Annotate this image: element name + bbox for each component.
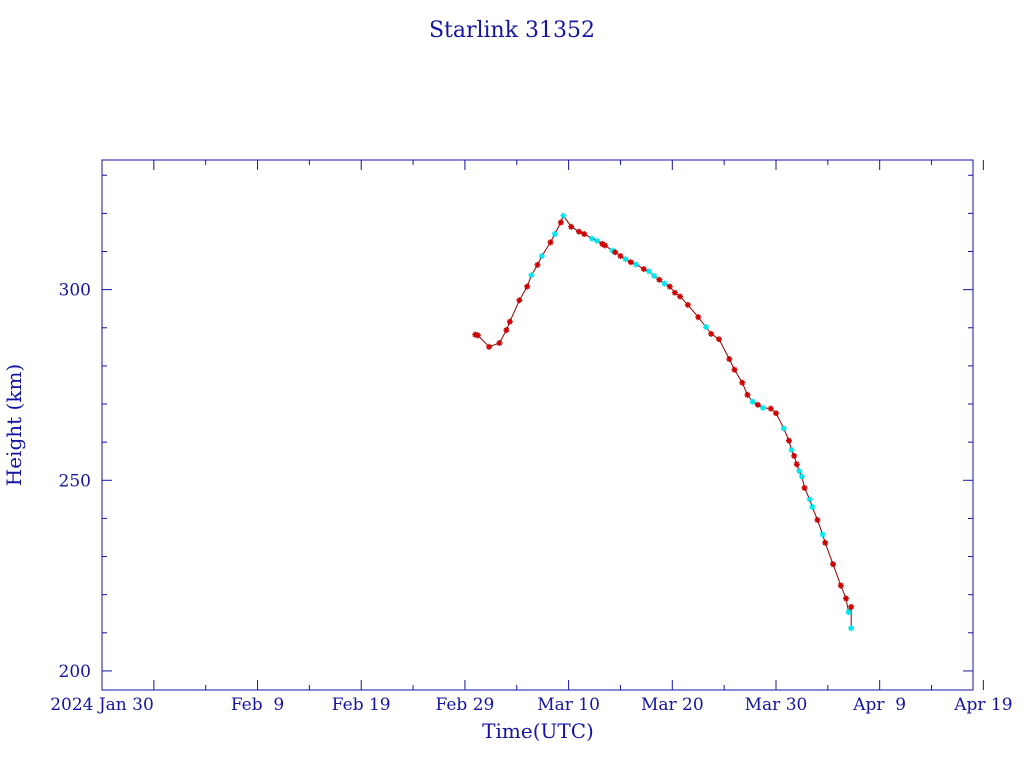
data-point xyxy=(684,301,691,308)
data-point xyxy=(557,219,564,226)
data-point xyxy=(503,327,510,334)
data-point xyxy=(754,401,761,408)
y-tick-label: 300 xyxy=(59,281,91,301)
x-tick-label: Feb 19 xyxy=(332,695,391,715)
series-layer xyxy=(472,212,855,632)
data-point xyxy=(656,276,663,283)
data-point xyxy=(486,343,493,350)
data-point xyxy=(744,391,751,398)
data-point xyxy=(581,230,588,237)
data-point xyxy=(801,484,808,491)
data-point xyxy=(588,235,595,242)
data-point xyxy=(575,228,582,235)
data-point xyxy=(715,336,722,343)
data-point xyxy=(516,297,523,304)
data-point xyxy=(842,595,849,602)
data-point xyxy=(560,212,567,219)
data-point xyxy=(496,340,503,347)
chart-title: Starlink 31352 xyxy=(429,18,595,43)
data-point xyxy=(822,539,829,546)
data-point xyxy=(695,314,702,321)
data-point xyxy=(534,261,541,268)
data-point xyxy=(551,230,558,237)
x-tick-label: Mar 20 xyxy=(641,695,704,715)
data-point xyxy=(845,609,852,616)
data-point xyxy=(524,283,531,290)
data-point xyxy=(837,582,844,589)
data-point xyxy=(661,280,668,287)
data-point xyxy=(633,261,640,268)
data-point xyxy=(538,253,545,260)
y-tick-label: 200 xyxy=(59,662,91,682)
y-axis-label: Height (km) xyxy=(2,364,26,486)
data-point xyxy=(749,398,756,405)
data-point xyxy=(830,561,837,568)
data-point xyxy=(788,446,795,453)
data-point xyxy=(666,283,673,290)
data-point xyxy=(848,625,855,632)
data-point xyxy=(767,405,774,412)
data-point xyxy=(594,237,601,244)
data-point xyxy=(739,379,746,386)
data-point xyxy=(547,239,554,246)
data-point xyxy=(780,425,787,432)
x-tick-label: Mar 30 xyxy=(745,695,808,715)
data-point xyxy=(809,503,816,510)
x-axis-ticks: 2024 Jan 30 Feb 9 Feb 19 Feb 29 Mar 10 Mar 20… xyxy=(50,160,1013,715)
y-tick-label: 250 xyxy=(59,471,91,491)
data-point xyxy=(474,332,481,339)
data-point xyxy=(506,318,513,325)
plot-frame xyxy=(101,159,974,691)
data-point xyxy=(627,259,634,266)
data-point xyxy=(848,603,855,610)
x-tick-label: Apr 19 xyxy=(953,695,1012,715)
data-point xyxy=(651,272,658,279)
x-tick-label: Feb 29 xyxy=(435,695,494,715)
data-point xyxy=(806,496,813,503)
data-point xyxy=(601,242,608,249)
plot-border xyxy=(101,159,974,691)
y-axis-ticks: 200 250 300 xyxy=(59,174,973,682)
data-point xyxy=(568,223,575,230)
data-point xyxy=(617,253,624,260)
data-point xyxy=(793,461,800,468)
x-tick-label: Feb 9 xyxy=(231,695,284,715)
data-point xyxy=(708,330,715,337)
x-axis-label: Time(UTC) xyxy=(482,719,594,743)
data-point xyxy=(796,468,803,475)
data-point xyxy=(814,516,821,523)
data-point xyxy=(528,272,535,279)
data-point xyxy=(622,256,629,263)
data-point xyxy=(772,410,779,417)
x-tick-label: 2024 Jan 30 xyxy=(50,695,154,715)
data-point xyxy=(785,437,792,444)
data-point xyxy=(791,452,798,459)
data-point xyxy=(726,356,733,363)
x-tick-label: Mar 10 xyxy=(537,695,600,715)
data-point xyxy=(760,404,767,411)
data-point xyxy=(731,366,738,373)
data-point xyxy=(798,473,805,480)
data-point xyxy=(702,324,709,331)
data-point xyxy=(819,531,826,538)
data-point xyxy=(645,268,652,275)
data-point xyxy=(640,266,647,273)
x-tick-label: Apr 9 xyxy=(852,695,906,715)
data-point xyxy=(677,293,684,300)
data-point xyxy=(671,289,678,296)
data-point xyxy=(612,249,619,256)
